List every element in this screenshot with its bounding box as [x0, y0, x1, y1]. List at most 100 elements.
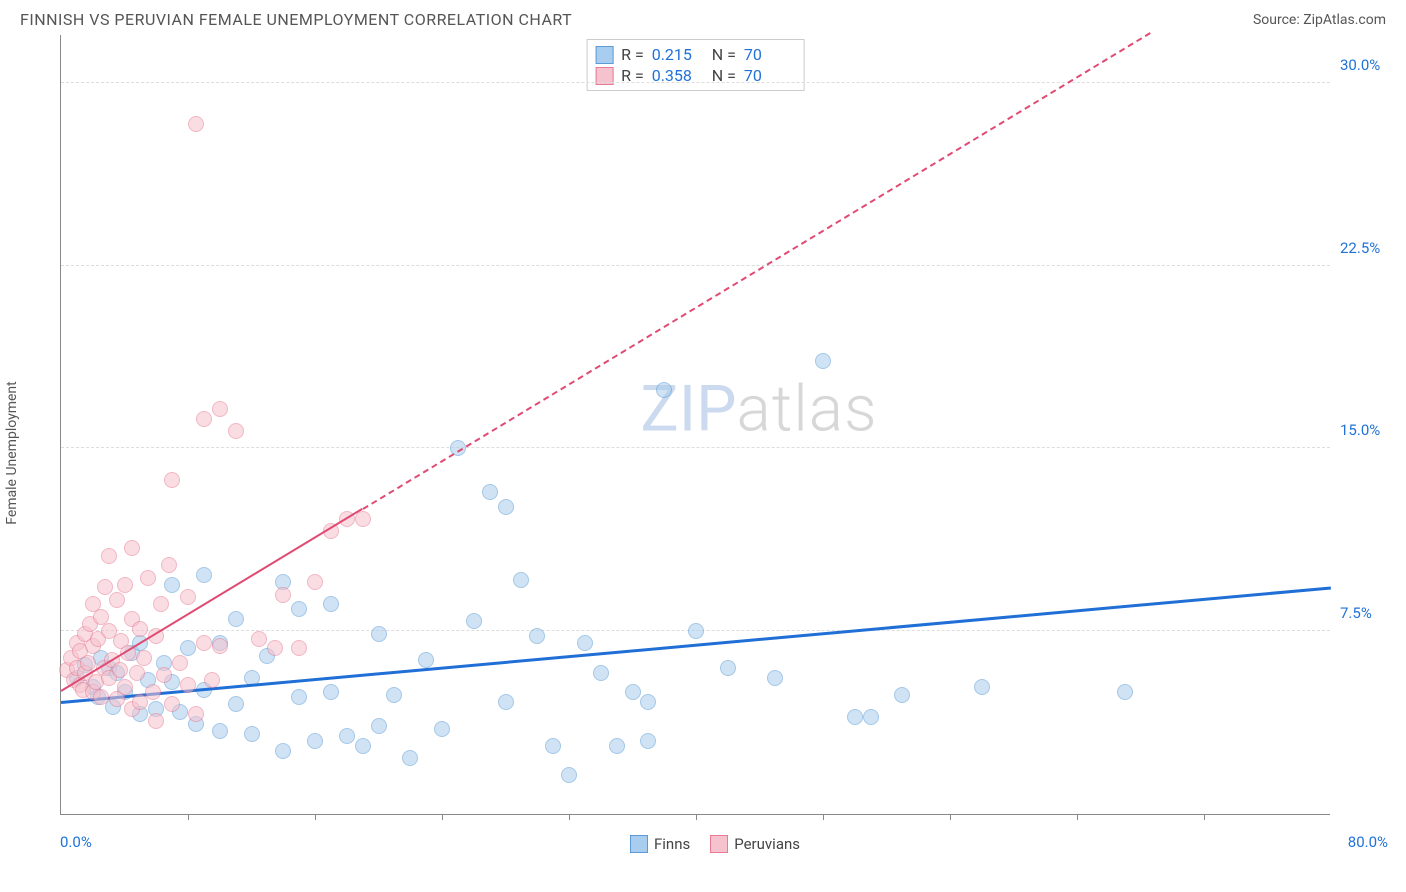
- stat-n-label: N =: [712, 45, 736, 64]
- data-point: [545, 738, 561, 754]
- data-point: [244, 726, 260, 742]
- y-axis-label: Female Unemployment: [4, 381, 20, 525]
- data-point: [267, 640, 283, 656]
- data-point: [434, 721, 450, 737]
- data-point: [164, 472, 180, 488]
- data-point: [164, 696, 180, 712]
- trend-line: [362, 32, 1150, 509]
- data-point: [188, 706, 204, 722]
- stat-r-label: R =: [621, 45, 644, 64]
- data-point: [625, 684, 641, 700]
- y-tick-label: 22.5%: [1340, 239, 1400, 257]
- x-tick: [1077, 814, 1078, 820]
- stats-legend-row: R =0.358N =70: [595, 65, 796, 86]
- data-point: [275, 587, 291, 603]
- data-point: [371, 626, 387, 642]
- data-point: [863, 709, 879, 725]
- trend-line: [60, 508, 363, 692]
- data-point: [847, 709, 863, 725]
- series-legend-label: Peruvians: [734, 835, 800, 853]
- gridline-h: [61, 82, 1330, 83]
- data-point: [275, 743, 291, 759]
- legend-swatch: [710, 835, 728, 853]
- data-point: [212, 723, 228, 739]
- data-point: [109, 592, 125, 608]
- data-point: [513, 572, 529, 588]
- data-point: [228, 611, 244, 627]
- data-point: [482, 484, 498, 500]
- stats-legend: R =0.215N =70R =0.358N =70: [586, 39, 805, 91]
- data-point: [355, 738, 371, 754]
- source-label: Source: ZipAtlas.com: [1253, 12, 1386, 28]
- chart-title: FINNISH VS PERUVIAN FEMALE UNEMPLOYMENT …: [20, 10, 572, 29]
- trend-line: [61, 587, 1331, 705]
- data-point: [180, 640, 196, 656]
- data-point: [640, 694, 656, 710]
- x-tick: [569, 814, 570, 820]
- y-tick-label: 30.0%: [1340, 56, 1400, 74]
- data-point: [117, 577, 133, 593]
- data-point: [172, 655, 188, 671]
- data-point: [145, 684, 161, 700]
- data-point: [371, 718, 387, 734]
- gridline-h: [61, 265, 1330, 266]
- data-point: [291, 601, 307, 617]
- data-point: [418, 652, 434, 668]
- x-tick: [188, 814, 189, 820]
- data-point: [291, 689, 307, 705]
- data-point: [212, 401, 228, 417]
- watermark: ZIPatlas: [640, 371, 877, 446]
- data-point: [204, 672, 220, 688]
- data-point: [1117, 684, 1133, 700]
- series-legend-item: Peruvians: [710, 835, 800, 853]
- data-point: [656, 382, 672, 398]
- x-tick: [1204, 814, 1205, 820]
- series-legend: Finns Peruvians: [630, 835, 800, 853]
- x-tick: [950, 814, 951, 820]
- data-point: [466, 613, 482, 629]
- data-point: [140, 570, 156, 586]
- data-point: [117, 679, 133, 695]
- y-tick-label: 7.5%: [1340, 604, 1400, 622]
- y-tick-label: 15.0%: [1340, 421, 1400, 439]
- x-tick: [696, 814, 697, 820]
- data-point: [251, 631, 267, 647]
- series-legend-label: Finns: [654, 835, 690, 853]
- data-point: [609, 738, 625, 754]
- data-point: [153, 596, 169, 612]
- x-tick: [315, 814, 316, 820]
- data-point: [974, 679, 990, 695]
- plot-area: ZIPatlas R =0.215N =70R =0.358N =70 7.5%…: [60, 35, 1330, 815]
- data-point: [180, 677, 196, 693]
- data-point: [93, 609, 109, 625]
- data-point: [323, 596, 339, 612]
- stat-n-value: 70: [744, 45, 796, 64]
- data-point: [196, 411, 212, 427]
- data-point: [529, 628, 545, 644]
- data-point: [339, 728, 355, 744]
- data-point: [386, 687, 402, 703]
- data-point: [93, 689, 109, 705]
- data-point: [498, 499, 514, 515]
- data-point: [307, 733, 323, 749]
- data-point: [196, 567, 212, 583]
- data-point: [136, 650, 152, 666]
- data-point: [164, 577, 180, 593]
- data-point: [688, 623, 704, 639]
- data-point: [228, 423, 244, 439]
- x-tick: [442, 814, 443, 820]
- data-point: [323, 684, 339, 700]
- legend-swatch: [595, 46, 613, 64]
- data-point: [577, 635, 593, 651]
- x-tick: [823, 814, 824, 820]
- data-point: [307, 574, 323, 590]
- chart-container: Female Unemployment ZIPatlas R =0.215N =…: [20, 35, 1406, 855]
- data-point: [101, 548, 117, 564]
- data-point: [498, 694, 514, 710]
- data-point: [129, 665, 145, 681]
- data-point: [112, 662, 128, 678]
- data-point: [561, 767, 577, 783]
- data-point: [124, 540, 140, 556]
- data-point: [402, 750, 418, 766]
- data-point: [593, 665, 609, 681]
